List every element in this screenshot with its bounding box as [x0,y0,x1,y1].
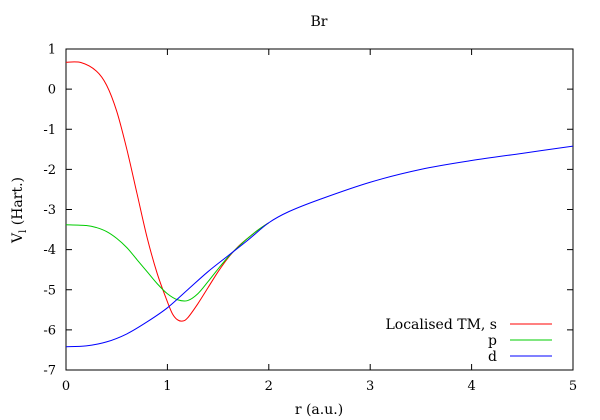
axis-ticks: 0 1 2 3 4 5 1 0 -1 -2 -3 -4 -5 -6 -7 [43,43,577,395]
y-tick-label: -6 [43,323,56,338]
legend-label-2: d [488,349,497,365]
y-axis-label-main: V [10,232,26,244]
y-tick-label: -4 [43,243,56,258]
legend: Localised TM, spd [385,317,552,365]
x-tick-label: 1 [163,379,171,394]
y-tick-label: -1 [43,123,56,138]
y-tick-label: 0 [48,83,56,98]
y-tick-label: -3 [43,203,56,218]
x-tick-label: 3 [366,379,374,394]
x-tick-label: 2 [265,379,273,394]
legend-label-1: p [488,333,497,349]
y-tick-label: -7 [43,364,56,379]
y-axis-label-sub: l [18,230,29,233]
legend-label-0: Localised TM, s [385,317,497,333]
y-axis-label: Vl (Hart.) [10,177,29,244]
series-line-2 [65,145,574,348]
y-tick-label: -5 [43,283,56,298]
series-line-0 [65,61,270,322]
y-tick-label: -2 [43,163,56,178]
x-axis-label: r (a.u.) [295,402,343,418]
x-tick-label: 5 [569,379,577,394]
y-tick-label: 1 [48,43,56,58]
series-lines [65,61,574,348]
y-axis-label-rest: (Hart.) [10,177,26,230]
x-tick-label: 0 [62,379,70,394]
chart-title: Br [311,14,328,30]
x-tick-label: 4 [467,379,475,394]
series-line-1 [65,222,270,302]
